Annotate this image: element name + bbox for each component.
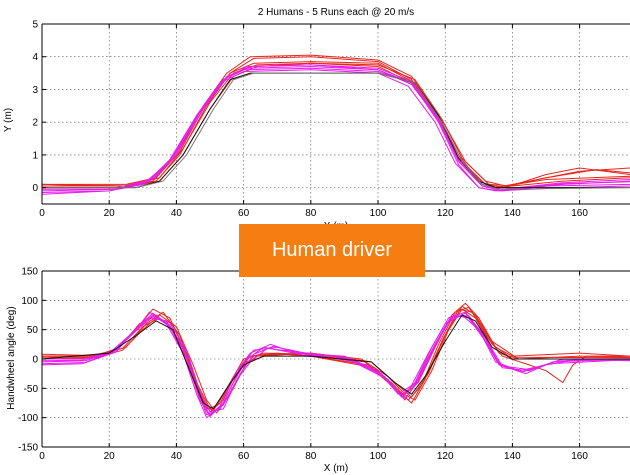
series-line <box>41 66 630 192</box>
x-tick-label: 80 <box>305 451 317 462</box>
y-tick-label: 5 <box>32 20 38 31</box>
x-tick-label: 120 <box>437 208 454 219</box>
y-tick-label: 4 <box>32 52 38 63</box>
series-line <box>42 61 630 189</box>
top-chart: 2 Humans - 5 Runs each @ 20 m/s Y (m) X … <box>3 7 630 232</box>
y-axis-label: Y (m) <box>3 108 14 132</box>
x-tick-label: 40 <box>171 451 183 462</box>
x-tick-label: 0 <box>39 208 45 219</box>
y-tick-label: -150 <box>18 443 38 454</box>
series-line <box>41 312 630 416</box>
x-tick-label: 0 <box>39 451 45 462</box>
series-line <box>41 314 630 410</box>
y-tick-label: 3 <box>32 85 38 96</box>
y-tick-label: 150 <box>21 267 38 278</box>
y-tick-label: 0 <box>32 183 38 194</box>
y-tick-label: 1 <box>32 150 38 161</box>
chart-title: 2 Humans - 5 Runs each @ 20 m/s <box>258 7 414 18</box>
series-line <box>42 72 630 190</box>
y-tick-label: 2 <box>32 118 38 129</box>
y-axis-label: Handwheel angle (deg) <box>6 306 17 409</box>
y-tick-label: 100 <box>21 296 38 307</box>
y-tick-label: 0 <box>32 355 38 366</box>
x-tick-label: 20 <box>104 208 116 219</box>
series-line <box>41 314 630 417</box>
x-tick-label: 60 <box>238 451 250 462</box>
x-tick-label: 40 <box>171 208 183 219</box>
series-line <box>41 69 630 193</box>
x-axis-label: X (m) <box>324 463 348 474</box>
y-tick-label: -50 <box>24 384 39 395</box>
x-tick-label: 160 <box>571 208 588 219</box>
x-tick-label: 80 <box>305 208 317 219</box>
series-line <box>41 314 630 416</box>
x-tick-label: 160 <box>571 451 588 462</box>
y-tick-label: -100 <box>18 413 38 424</box>
human-driver-label: Human driver <box>239 224 425 277</box>
x-tick-label: 140 <box>504 208 521 219</box>
x-tick-label: 60 <box>238 208 250 219</box>
y-tick-label: 50 <box>27 325 39 336</box>
plot-area <box>42 24 630 204</box>
x-tick-label: 140 <box>504 451 521 462</box>
x-tick-label: 100 <box>370 208 387 219</box>
x-tick-label: 100 <box>370 451 387 462</box>
x-tick-label: 20 <box>104 451 116 462</box>
bottom-chart: Handwheel angle (deg) X (m) 0 20 40 60 80 100… <box>6 267 630 474</box>
x-tick-label: 120 <box>437 451 454 462</box>
series-line <box>41 62 630 187</box>
series-line <box>41 308 630 414</box>
